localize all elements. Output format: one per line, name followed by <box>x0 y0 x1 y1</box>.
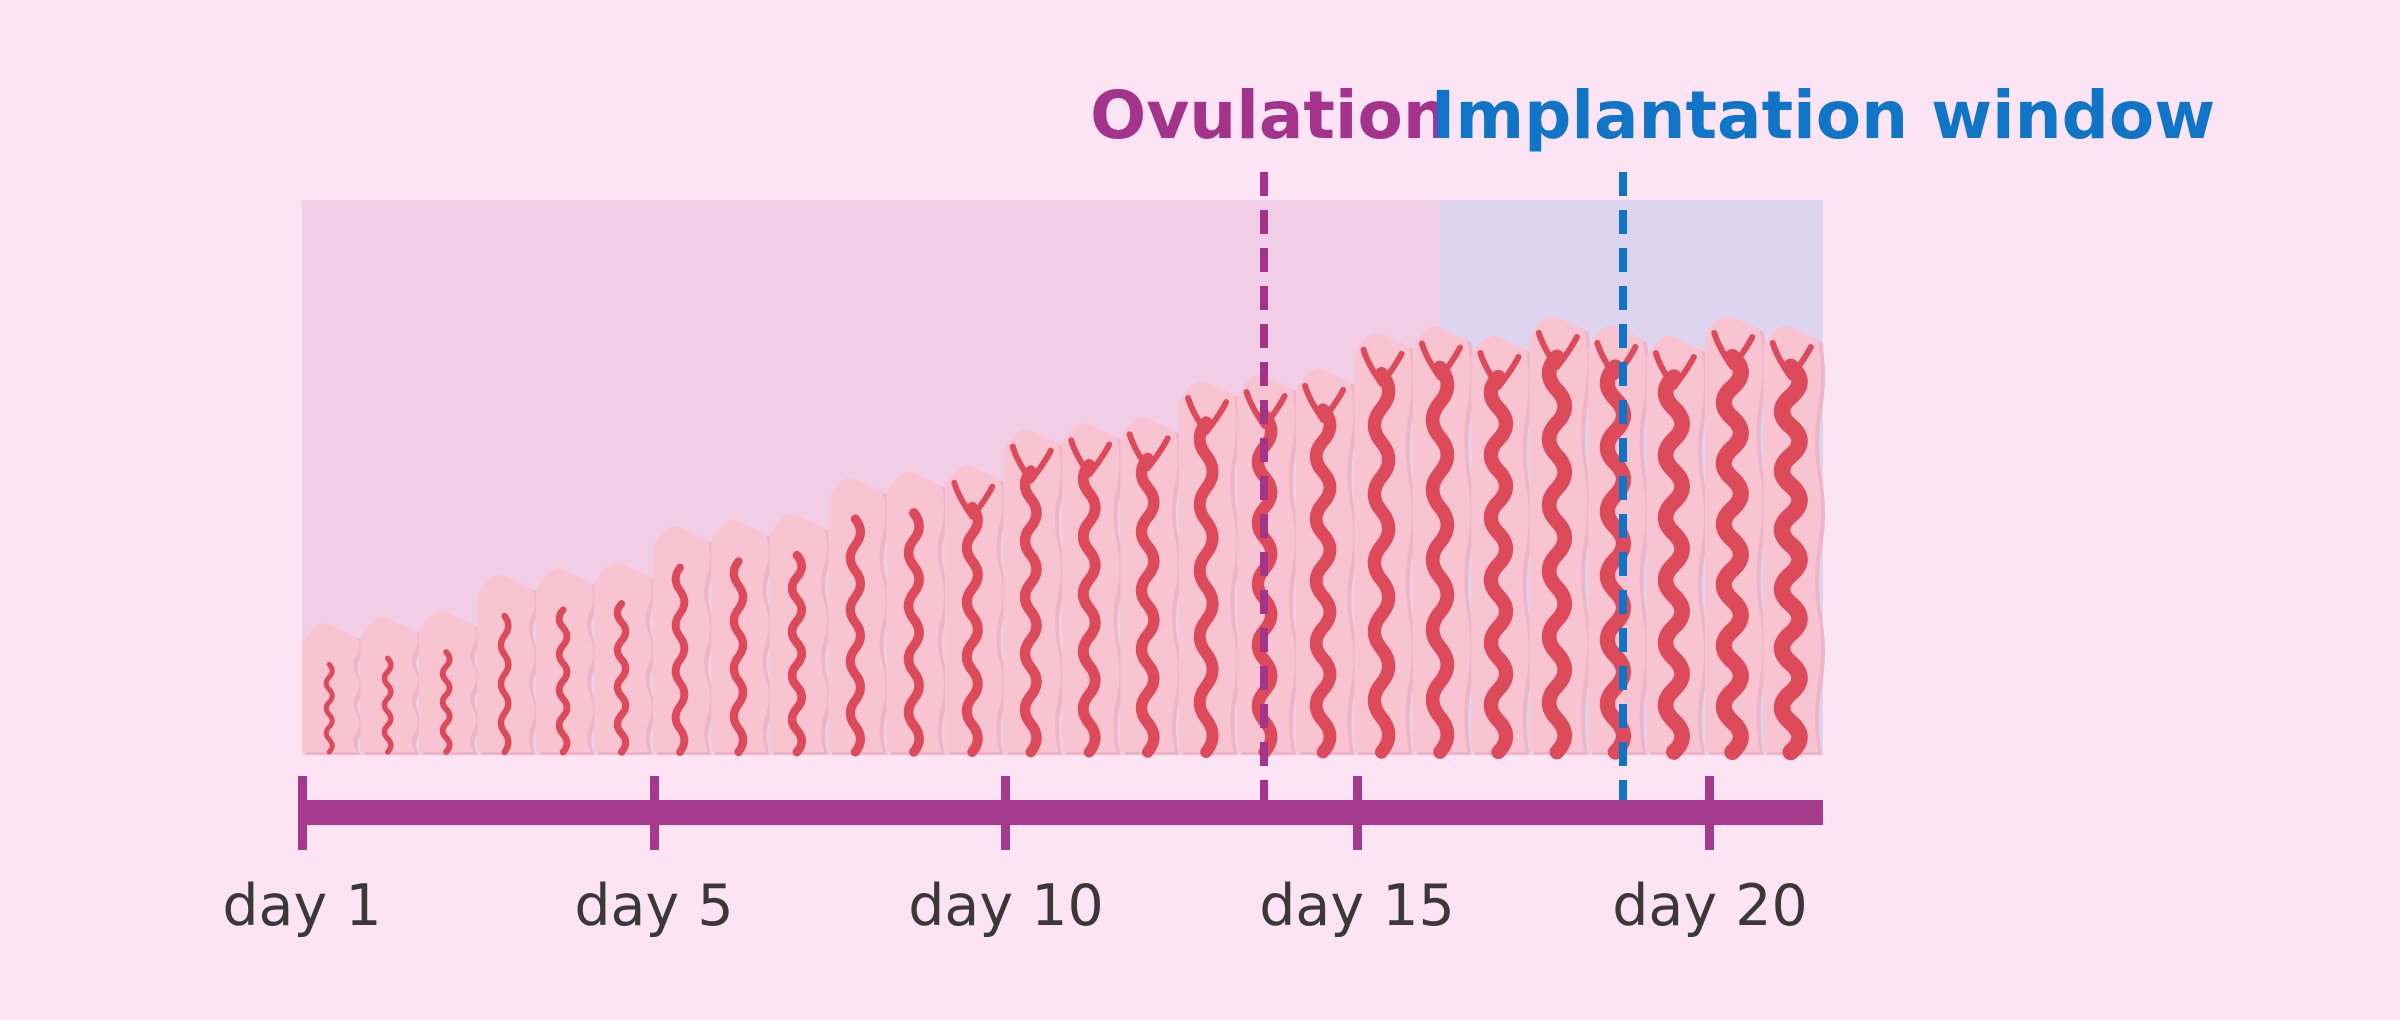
spiral-artery <box>323 661 335 755</box>
spiral-artery <box>381 655 394 755</box>
spiral-artery <box>497 612 512 756</box>
tick-day-20 <box>1705 776 1714 850</box>
spiral-artery <box>439 649 453 755</box>
spiral-artery-branch <box>1126 431 1171 472</box>
endometrium-column <box>886 471 945 752</box>
day-label-5: day 5 <box>574 873 733 939</box>
spiral-artery-branch <box>1360 346 1405 387</box>
spiral-artery <box>845 514 866 757</box>
spiral-artery <box>787 550 807 757</box>
spiral-artery <box>1715 348 1749 761</box>
spiral-artery-branch <box>1302 382 1347 423</box>
day-label-10: day 10 <box>908 873 1104 939</box>
tick-day-1 <box>298 776 307 850</box>
spiral-artery <box>1019 465 1042 758</box>
spiral-artery <box>903 508 924 757</box>
spiral-artery <box>1193 416 1219 758</box>
spiral-artery-branch <box>951 479 996 520</box>
timeline-axis <box>298 776 1823 850</box>
endometrium-column <box>1062 423 1120 752</box>
spiral-artery <box>1483 369 1514 760</box>
spiral-artery <box>729 557 748 757</box>
spiral-artery <box>1367 367 1396 759</box>
endometrium-column <box>1003 429 1061 752</box>
tick-day-5 <box>650 776 659 850</box>
spiral-artery <box>1425 360 1455 759</box>
spiral-artery <box>1541 349 1573 760</box>
spiral-artery <box>961 501 983 758</box>
spiral-artery <box>1657 369 1690 760</box>
spiral-artery-branch <box>1652 350 1697 390</box>
spiral-artery <box>555 606 571 756</box>
endometrium-column <box>1120 417 1178 752</box>
spiral-artery-branch <box>1185 395 1230 436</box>
spiral-artery-branch <box>1419 340 1463 381</box>
spiral-artery <box>1599 359 1631 760</box>
endometrium-column <box>769 514 828 752</box>
spiral-artery-branch <box>1009 443 1054 484</box>
endometrium-column <box>1178 381 1237 752</box>
spiral-artery-branch <box>1068 437 1113 478</box>
tick-day-15 <box>1353 776 1362 850</box>
spiral-artery <box>671 563 689 756</box>
spiral-arteries <box>323 330 1814 761</box>
endometrium-column <box>945 465 1003 752</box>
ovulation-label: Ovulation <box>1090 77 1450 154</box>
spiral-artery-branch <box>1535 330 1580 370</box>
timeline-bar <box>300 800 1823 825</box>
spiral-artery <box>1773 358 1808 761</box>
implantation-window-label: Implantation window <box>1431 77 2215 154</box>
day-label-1: day 1 <box>222 873 381 939</box>
spiral-artery <box>1251 409 1278 759</box>
day-label-20: day 20 <box>1612 873 1808 939</box>
spiral-artery <box>613 600 630 756</box>
spiral-artery <box>1077 458 1101 758</box>
tick-day-10 <box>1001 776 1010 850</box>
spiral-artery <box>1135 452 1160 758</box>
endometrium-column <box>828 477 886 752</box>
spiral-artery-branch <box>1769 340 1814 380</box>
spiral-artery-branch <box>1477 350 1522 390</box>
day-label-15: day 15 <box>1259 873 1455 939</box>
spiral-artery <box>1309 403 1337 759</box>
spiral-artery-branch <box>1594 340 1639 380</box>
spiral-artery-branch <box>1711 330 1756 370</box>
